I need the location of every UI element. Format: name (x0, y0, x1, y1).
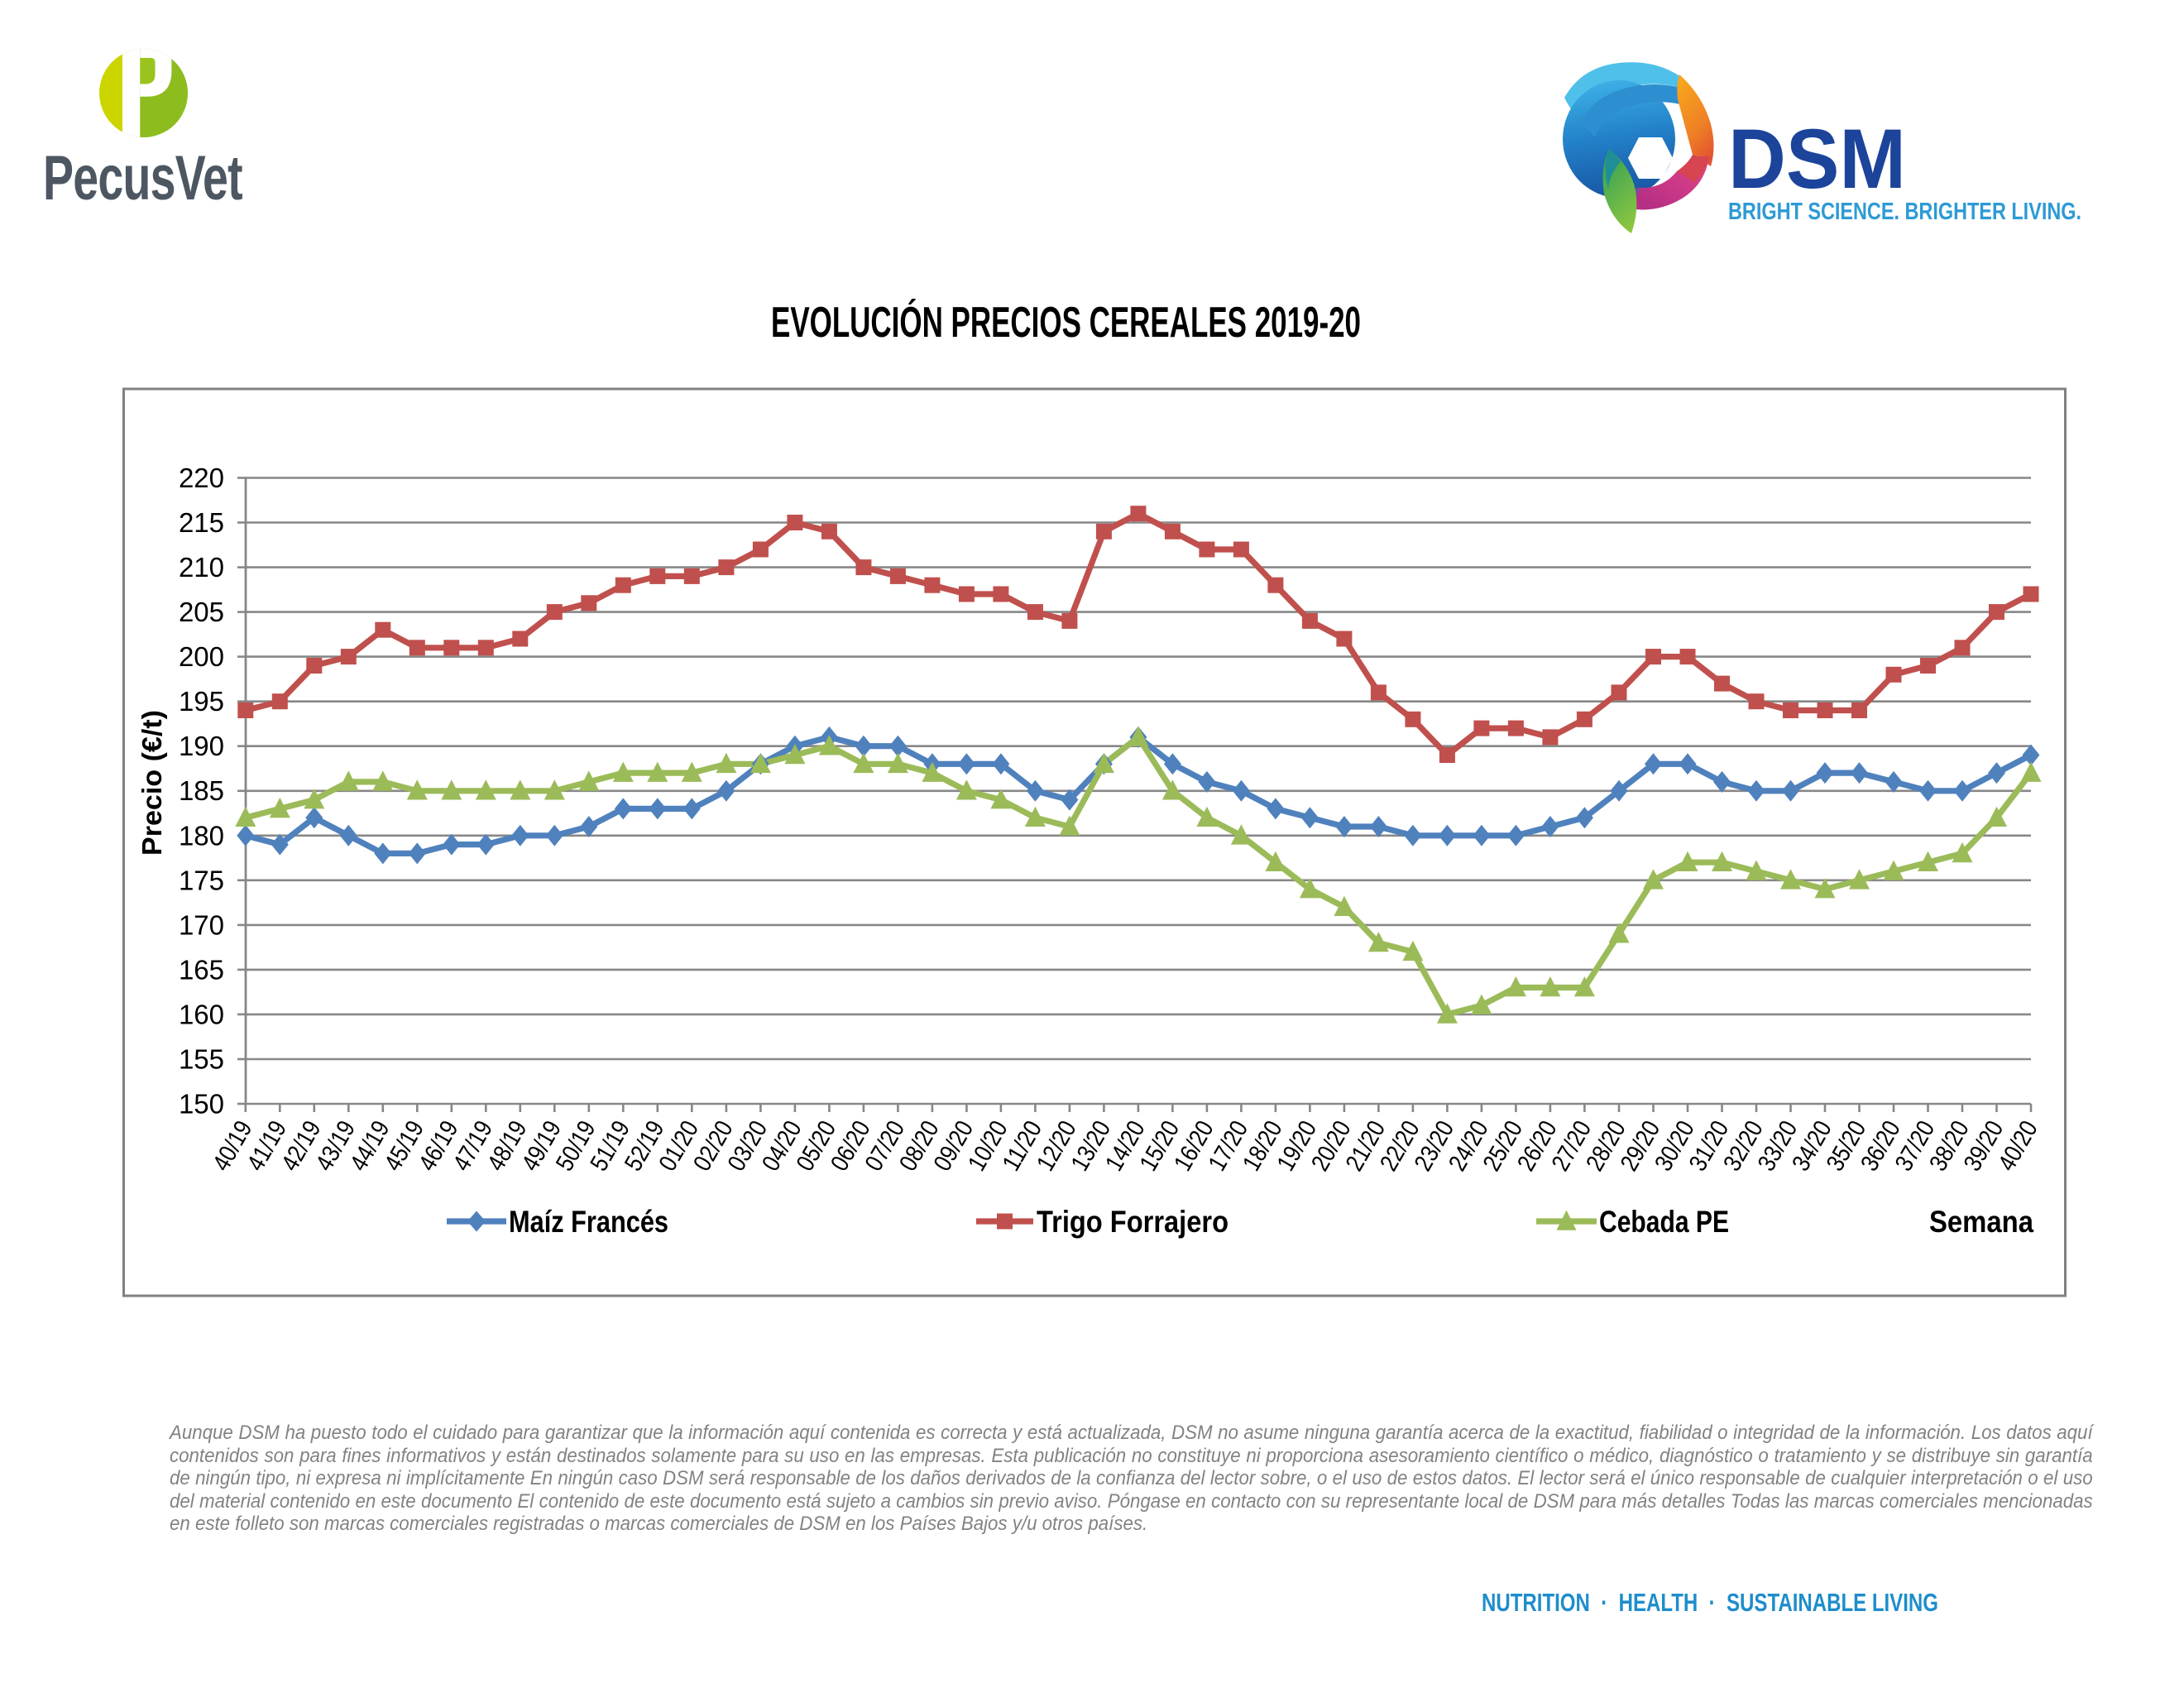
svg-text:BRIGHT SCIENCE. BRIGHTER LIVIN: BRIGHT SCIENCE. BRIGHTER LIVING. (1728, 199, 2081, 225)
svg-text:165: 165 (179, 954, 224, 985)
svg-text:215: 215 (179, 507, 224, 538)
svg-text:175: 175 (179, 865, 224, 895)
svg-text:190: 190 (179, 731, 224, 761)
svg-text:Precio (€/t): Precio (€/t) (136, 710, 167, 856)
svg-text:155: 155 (179, 1044, 224, 1075)
svg-text:150: 150 (179, 1089, 224, 1120)
svg-text:Maíz Francés: Maíz Francés (509, 1205, 668, 1239)
svg-text:160: 160 (179, 999, 224, 1029)
svg-text:170: 170 (179, 909, 224, 940)
svg-text:205: 205 (179, 597, 224, 627)
svg-text:200: 200 (179, 641, 224, 672)
svg-text:220: 220 (179, 463, 224, 493)
svg-text:EVOLUCIÓN PRECIOS CEREALES 201: EVOLUCIÓN PRECIOS CEREALES 2019-20 (771, 299, 1361, 347)
svg-text:210: 210 (179, 552, 224, 583)
svg-text:185: 185 (179, 775, 224, 806)
svg-text:195: 195 (179, 686, 224, 717)
svg-text:180: 180 (179, 820, 224, 851)
svg-text:Semana: Semana (1929, 1205, 2033, 1239)
svg-text:Trigo Forrajero: Trigo Forrajero (1037, 1205, 1228, 1239)
svg-text:NUTRITION · HEALTH · SUSTA: NUTRITION · HEALTH · SUSTAINABLE LIVING (1482, 1588, 1938, 1617)
svg-text:Cebada PE: Cebada PE (1599, 1205, 1729, 1239)
svg-text:DSM: DSM (1728, 112, 1906, 206)
